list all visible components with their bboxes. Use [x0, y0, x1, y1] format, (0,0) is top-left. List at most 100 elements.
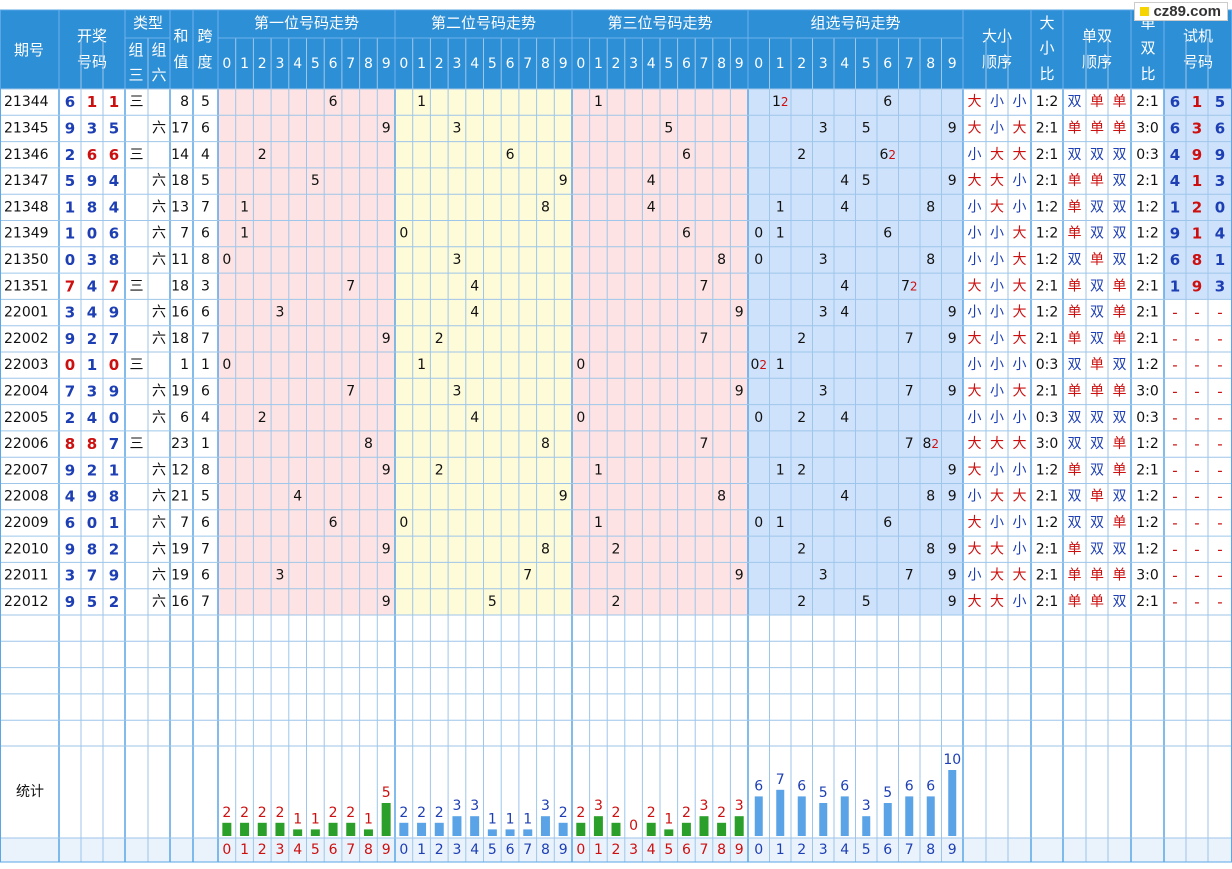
stat-bar — [487, 829, 497, 836]
row-type: 三 — [130, 436, 144, 452]
row-period: 22006 — [4, 436, 49, 452]
stat-bar — [434, 822, 444, 836]
stat-value: 3 — [594, 798, 603, 814]
site-watermark[interactable]: cz89.com — [1134, 2, 1228, 21]
header-digit: 6 — [329, 56, 338, 72]
row-draw-digit: 7 — [109, 435, 119, 453]
row-span: 5 — [201, 173, 210, 189]
row-bs-ratio: 2:1 — [1036, 120, 1059, 136]
row-bs: 小 — [1013, 357, 1027, 373]
row-trial: - — [1172, 540, 1177, 558]
row-type: 六 — [152, 173, 166, 189]
row-bs: 小 — [990, 357, 1004, 373]
row-bs: 大 — [968, 594, 982, 610]
row-draw-digit: 2 — [65, 409, 75, 427]
row-bs-ratio: 1:2 — [1036, 305, 1059, 321]
row-group-mark: 0 — [754, 252, 763, 268]
stat-axis-label: 2 — [435, 842, 444, 858]
row-period: 22003 — [4, 357, 49, 373]
row-type: 六 — [152, 120, 166, 136]
row-bs: 大 — [968, 436, 982, 452]
row-group-mark: 3 — [819, 120, 828, 136]
row-bs: 小 — [1013, 541, 1027, 557]
row-oe: 双 — [1090, 147, 1104, 163]
stat-bar — [776, 789, 785, 836]
row-draw-digit: 6 — [65, 514, 75, 532]
header-digit: 6 — [883, 56, 892, 72]
row-oe-ratio: 2:1 — [1136, 331, 1159, 347]
stat-value: 1 — [506, 811, 515, 827]
row-draw-digit: 1 — [87, 93, 97, 111]
row-draw-digit: 8 — [109, 488, 119, 506]
row-group-mark: 1 — [776, 515, 785, 531]
stat-bar — [593, 816, 603, 836]
row-trend-mark: 9 — [559, 173, 568, 189]
stat-value: 2 — [222, 805, 231, 821]
row-trend-mark: 9 — [382, 462, 391, 478]
row-group-mark: 7 — [905, 568, 914, 584]
stat-bar — [840, 796, 849, 836]
row-draw-digit: 8 — [109, 251, 119, 269]
row-draw-digit: 1 — [109, 514, 119, 532]
row-trial: 6 — [1170, 93, 1180, 111]
row-draw-digit: 0 — [87, 225, 97, 243]
header-oe-ratio: 比 — [1140, 65, 1155, 83]
row-bs-ratio: 1:2 — [1036, 226, 1059, 242]
header-digit: 8 — [717, 56, 726, 72]
row-trend-mark: 3 — [452, 120, 461, 136]
row-trial: 9 — [1192, 277, 1202, 295]
row-bs: 小 — [1013, 199, 1027, 215]
row-bs-ratio: 3:0 — [1036, 436, 1059, 452]
stat-axis-label: 6 — [682, 842, 691, 858]
row-oe: 双 — [1113, 541, 1127, 557]
stat-axis-label: 0 — [576, 842, 585, 858]
row-trial: 6 — [1170, 119, 1180, 137]
row-bs-ratio: 2:1 — [1036, 541, 1059, 557]
row-sum: 12 — [171, 462, 189, 478]
stat-value: 1 — [364, 811, 373, 827]
row-group-mark: 8 — [926, 489, 935, 505]
header-digit: 5 — [311, 56, 320, 72]
row-draw-digit: 2 — [87, 330, 97, 348]
row-trend-mark: 4 — [293, 489, 302, 505]
row-period: 22011 — [4, 568, 49, 584]
row-oe: 单 — [1068, 226, 1082, 242]
row-trend-mark: 9 — [735, 305, 744, 321]
row-group-mark: 3 — [819, 305, 828, 321]
row-oe-ratio: 3:0 — [1136, 383, 1159, 399]
stat-value: 2 — [329, 805, 338, 821]
row-oe: 单 — [1068, 462, 1082, 478]
row-group-mark: 0 — [754, 226, 763, 242]
row-group-mark: 5 — [862, 594, 871, 610]
row-period: 22009 — [4, 515, 49, 531]
row-trial: - — [1217, 567, 1222, 585]
row-trial: 5 — [1215, 93, 1225, 111]
row-draw-digit: 8 — [65, 435, 75, 453]
row-span: 6 — [201, 120, 210, 136]
row-group-mark-multi: 72 — [901, 278, 918, 294]
row-draw-digit: 6 — [109, 225, 119, 243]
stat-value: 5 — [883, 785, 892, 801]
row-bs-ratio: 1:2 — [1036, 94, 1059, 110]
stat-axis-label: 7 — [346, 842, 355, 858]
row-oe-ratio: 2:1 — [1136, 94, 1159, 110]
row-oe-ratio: 2:1 — [1136, 462, 1159, 478]
row-sum: 11 — [171, 252, 189, 268]
row-draw-digit: 0 — [65, 251, 75, 269]
stat-value: 10 — [943, 752, 961, 768]
row-sum: 19 — [171, 383, 189, 399]
row-draw-digit: 7 — [87, 567, 97, 585]
row-oe: 单 — [1113, 462, 1127, 478]
row-period: 21350 — [4, 252, 49, 268]
row-group-mark: 4 — [840, 173, 849, 189]
row-oe-ratio: 1:2 — [1136, 226, 1159, 242]
header-digit: 5 — [862, 56, 871, 72]
stat-axis-label: 3 — [275, 842, 284, 858]
row-bs-ratio: 2:1 — [1036, 278, 1059, 294]
header-oe-ratio: 双 — [1140, 39, 1155, 57]
row-trend-mark: 8 — [717, 252, 726, 268]
row-group-mark: 5 — [862, 173, 871, 189]
header-digit: 8 — [926, 56, 935, 72]
header-sum: 值 — [173, 53, 188, 71]
